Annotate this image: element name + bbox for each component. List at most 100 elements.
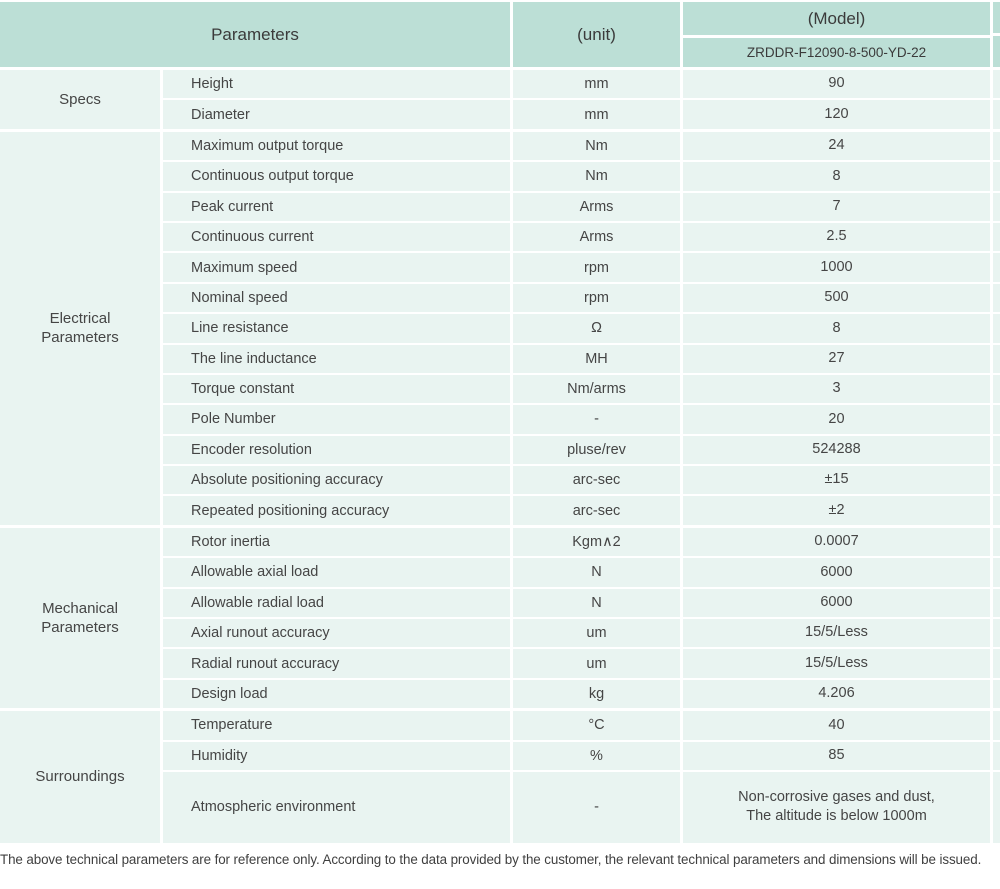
group-label: Surroundings xyxy=(0,711,160,843)
table-header: Parameters (unit) (Model) ZRDDR-F12090-8… xyxy=(0,2,1000,67)
value-cell: 20 xyxy=(683,405,990,434)
section-rows: Temperature °C 40 Humidity% 85 Atmospheric en… xyxy=(163,711,1000,843)
edge-sliver xyxy=(993,70,1000,99)
unit-cell: N xyxy=(513,588,680,618)
table-row: Maximum speed rpm 1000 xyxy=(163,253,1000,282)
edge-sliver xyxy=(993,405,1000,434)
header-unit: (unit) xyxy=(513,2,680,67)
edge-sliver xyxy=(993,314,1000,343)
value-cell: 8 xyxy=(683,314,990,343)
unit-cell: Ω xyxy=(513,314,680,343)
table-row: Absolute positioning accuracy arc-sec ±15 xyxy=(163,466,1000,495)
value-cell: 3 xyxy=(683,374,990,404)
param-name-cell: Height xyxy=(163,70,510,99)
header-model-label: (Model) xyxy=(683,2,990,36)
param-name-cell: Continuous output torque xyxy=(163,162,510,191)
value-cell: 524288 xyxy=(683,435,990,465)
edge-sliver xyxy=(993,283,1000,313)
value-cell: 6000 xyxy=(683,588,990,618)
table-row: Pole Number -20 xyxy=(163,405,1000,434)
unit-cell: Nm/arms xyxy=(513,374,680,404)
param-name-cell: Design load xyxy=(163,679,510,709)
header-edge-sliver xyxy=(993,2,1000,67)
param-name-cell: Nominal speed xyxy=(163,283,510,313)
header-model-number: ZRDDR-F12090-8-500-YD-22 xyxy=(683,38,990,67)
value-cell: 90 xyxy=(683,70,990,99)
value-cell: 120 xyxy=(683,100,990,129)
section-rows: Maximum output torque Nm 24 Continuous outp… xyxy=(163,131,1000,525)
table-section: Electrical Parameters Maximum output torq… xyxy=(0,131,1000,525)
table-row: Nominal speed rpm 500 xyxy=(163,283,1000,313)
unit-cell: % xyxy=(513,741,680,770)
value-cell: 7 xyxy=(683,192,990,221)
group-label: Mechanical Parameters xyxy=(0,527,160,709)
unit-cell: rpm xyxy=(513,253,680,282)
param-name-cell: Maximum output torque xyxy=(163,131,510,161)
unit-cell: N xyxy=(513,558,680,587)
param-name-cell: Temperature xyxy=(163,711,510,740)
unit-cell: mm xyxy=(513,100,680,129)
param-name-cell: Rotor inertia xyxy=(163,527,510,557)
edge-sliver xyxy=(993,649,1000,678)
edge-sliver xyxy=(993,619,1000,648)
edge-sliver xyxy=(993,527,1000,557)
value-cell: 8 xyxy=(683,162,990,191)
edge-sliver xyxy=(993,222,1000,252)
table-row: Line resistance Ω 8 xyxy=(163,314,1000,343)
unit-cell: Nm xyxy=(513,162,680,191)
edge-sliver xyxy=(993,192,1000,221)
edge-sliver xyxy=(993,100,1000,129)
table-section: Mechanical Parameters Rotor inertia Kgm∧2 0… xyxy=(0,527,1000,709)
unit-cell: arc-sec xyxy=(513,466,680,495)
unit-cell: um xyxy=(513,649,680,678)
unit-cell: kg xyxy=(513,679,680,709)
unit-cell: rpm xyxy=(513,283,680,313)
param-name-cell: Peak current xyxy=(163,192,510,221)
unit-cell: um xyxy=(513,619,680,648)
value-cell: 15/5/Less xyxy=(683,619,990,648)
unit-cell: pluse/rev xyxy=(513,435,680,465)
value-cell: 2.5 xyxy=(683,222,990,252)
table-row: Allowable radial load N 6000 xyxy=(163,588,1000,618)
value-cell: ±15 xyxy=(683,466,990,495)
edge-sliver xyxy=(993,466,1000,495)
value-cell: 15/5/Less xyxy=(683,649,990,678)
header-model-group: (Model) ZRDDR-F12090-8-500-YD-22 xyxy=(683,2,990,67)
param-name-cell: Maximum speed xyxy=(163,253,510,282)
value-cell: ±2 xyxy=(683,496,990,525)
param-name-cell: Pole Number xyxy=(163,405,510,434)
edge-sliver xyxy=(993,496,1000,525)
param-name-cell: Atmospheric environment xyxy=(163,771,510,843)
param-name-cell: Torque constant xyxy=(163,374,510,404)
table-row: Humidity% 85 xyxy=(163,741,1000,770)
unit-cell: - xyxy=(513,405,680,434)
edge-sliver xyxy=(993,253,1000,282)
table-section: Surroundings Temperature °C 40 Humidity% 85 At… xyxy=(0,711,1000,843)
table-row: Axial runout accuracy um 15/5/Less xyxy=(163,619,1000,648)
param-name-cell: Continuous current xyxy=(163,222,510,252)
table-row: Height mm 90 xyxy=(163,70,1000,99)
value-cell: 24 xyxy=(683,131,990,161)
param-name-cell: Humidity xyxy=(163,741,510,770)
table-row: Diameter mm 120 xyxy=(163,100,1000,129)
unit-cell: Arms xyxy=(513,192,680,221)
table-row: The line inductance MH 27 xyxy=(163,344,1000,373)
edge-sliver xyxy=(993,131,1000,161)
spec-table: Parameters (unit) (Model) ZRDDR-F12090-8… xyxy=(0,2,1000,867)
value-cell: 6000 xyxy=(683,558,990,587)
value-cell: 4.206 xyxy=(683,679,990,709)
edge-sliver xyxy=(993,558,1000,587)
group-label: Electrical Parameters xyxy=(0,131,160,525)
edge-sliver xyxy=(993,344,1000,373)
param-name-cell: Repeated positioning accuracy xyxy=(163,496,510,525)
edge-sliver xyxy=(993,679,1000,709)
value-cell: 85 xyxy=(683,741,990,770)
param-name-cell: Allowable axial load xyxy=(163,558,510,587)
edge-sliver xyxy=(993,588,1000,618)
unit-cell: mm xyxy=(513,70,680,99)
value-cell: 27 xyxy=(683,344,990,373)
table-row: Design load kg 4.206 xyxy=(163,679,1000,709)
param-name-cell: Encoder resolution xyxy=(163,435,510,465)
header-edge-sliver-bottom xyxy=(993,36,1000,67)
footnote: The above technical parameters are for r… xyxy=(0,851,982,867)
